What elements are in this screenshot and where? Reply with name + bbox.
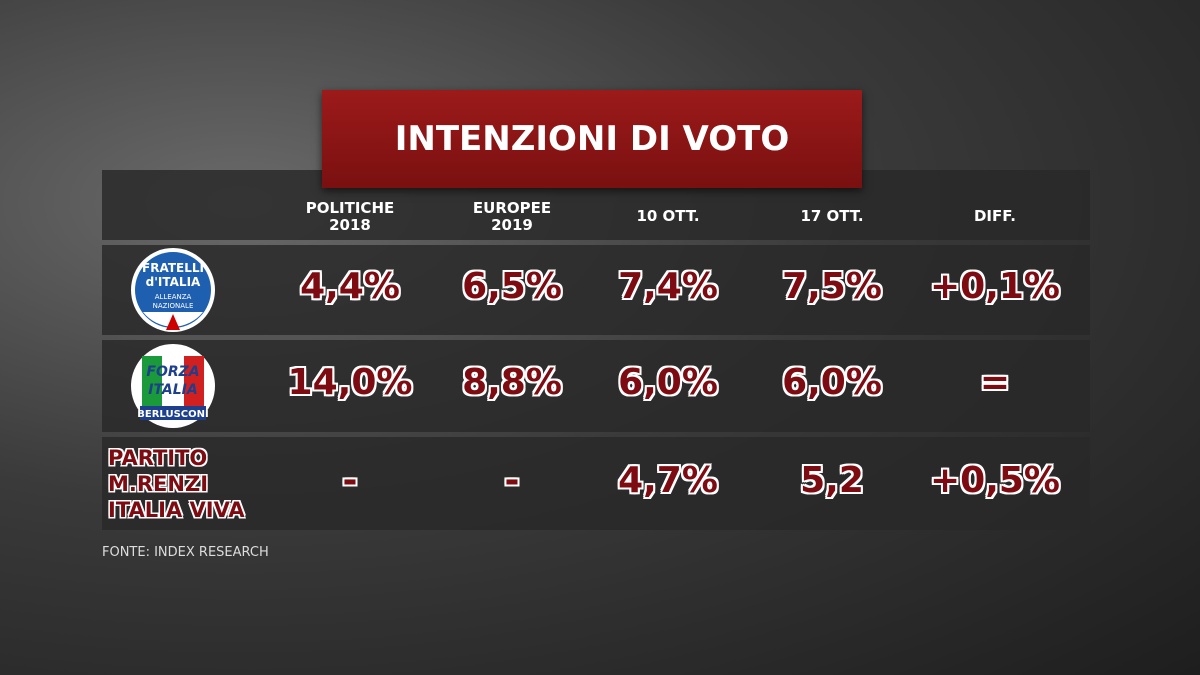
header-line: EUROPEE bbox=[472, 199, 552, 217]
header-line: 10 OTT. bbox=[636, 207, 700, 225]
logo-disc bbox=[135, 252, 211, 328]
header-line: 17 OTT. bbox=[800, 207, 864, 225]
header-line: POLITICHE bbox=[305, 199, 395, 217]
column-header: 10 OTT. bbox=[593, 208, 743, 225]
logo-fdi: FRATELLI d'ITALIA ALLEANZA NAZIONALE bbox=[131, 248, 215, 332]
cell-value: 6,5% bbox=[462, 266, 562, 307]
logo-subtext: BERLUSCONI bbox=[137, 409, 208, 420]
logo-flame bbox=[166, 314, 180, 330]
label-line: M.RENZI bbox=[108, 472, 209, 496]
row-band bbox=[102, 437, 1090, 530]
row-band bbox=[102, 245, 1090, 335]
cell-value: = bbox=[979, 362, 1011, 403]
logo-banner bbox=[140, 406, 206, 420]
title: INTENZIONI DI VOTO bbox=[322, 90, 862, 188]
row-label: PARTITO M.RENZI ITALIA VIVA bbox=[108, 445, 245, 523]
cell-value: +0,5% bbox=[929, 460, 1060, 501]
label-line: PARTITO bbox=[108, 446, 208, 470]
column-header: POLITICHE 2018 bbox=[275, 200, 425, 234]
column-header: EUROPEE 2019 bbox=[437, 200, 587, 234]
column-header: DIFF. bbox=[920, 208, 1070, 225]
logo-flag bbox=[142, 356, 162, 406]
cell-value: 14,0% bbox=[287, 362, 413, 403]
source: FONTE: INDEX RESEARCH bbox=[102, 545, 269, 560]
logo-subtext: ALLEANZA bbox=[155, 293, 192, 301]
cell-value: 5,2 bbox=[800, 460, 864, 501]
cell-value: 7,5% bbox=[782, 266, 882, 307]
column-header: 17 OTT. bbox=[757, 208, 907, 225]
logo-flag bbox=[184, 356, 204, 406]
cell-value: - bbox=[342, 460, 358, 501]
logo-text: ITALIA bbox=[148, 382, 197, 398]
logo-subtext: NAZIONALE bbox=[153, 302, 194, 310]
cell-value: 7,4% bbox=[618, 266, 718, 307]
logo-text: FORZA bbox=[146, 364, 199, 380]
label-line: ITALIA VIVA bbox=[108, 498, 245, 522]
row-band bbox=[102, 340, 1090, 432]
header-line: 2019 bbox=[491, 216, 533, 234]
cell-value: 4,7% bbox=[618, 460, 718, 501]
cell-value: 6,0% bbox=[782, 362, 882, 403]
cell-value: 8,8% bbox=[462, 362, 562, 403]
header-line: 2018 bbox=[329, 216, 371, 234]
cell-value: 4,4% bbox=[300, 266, 400, 307]
logo-text: FRATELLI bbox=[142, 261, 204, 275]
header-line: DIFF. bbox=[973, 207, 1017, 225]
cell-value: +0,1% bbox=[929, 266, 1060, 307]
cell-value: - bbox=[504, 460, 520, 501]
logo-text: d'ITALIA bbox=[146, 275, 201, 289]
logo-fi: FORZA ITALIA BERLUSCONI bbox=[131, 344, 215, 428]
cell-value: 6,0% bbox=[618, 362, 718, 403]
